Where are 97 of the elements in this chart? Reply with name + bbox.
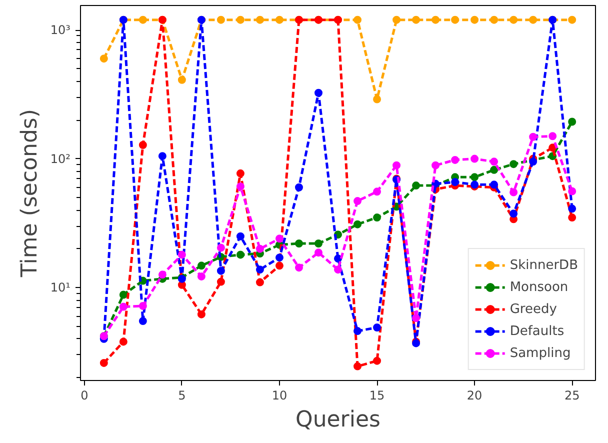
point (510, 16, 518, 24)
point (275, 16, 284, 24)
point (138, 141, 147, 149)
point (568, 118, 576, 126)
point (354, 362, 362, 370)
y-tick-label: 10³ (50, 23, 71, 38)
point (100, 54, 108, 63)
point (373, 214, 382, 222)
point (490, 158, 498, 166)
point (256, 244, 264, 253)
point (178, 250, 186, 259)
point (334, 254, 342, 263)
point (256, 266, 264, 274)
point (568, 204, 576, 213)
point (236, 250, 244, 259)
point (158, 152, 166, 160)
point (197, 272, 206, 280)
point (158, 270, 166, 279)
legend-label: Defaults (510, 324, 564, 338)
point (432, 16, 440, 24)
point (119, 290, 128, 299)
point (216, 244, 225, 252)
point (392, 161, 401, 170)
point (490, 16, 498, 24)
y-tick-label: 10² (50, 152, 71, 166)
point (412, 16, 420, 24)
x-axis-title: Queries (296, 408, 380, 432)
point (178, 76, 186, 84)
point (275, 254, 284, 262)
point (510, 210, 518, 218)
point (412, 314, 420, 322)
point (568, 214, 576, 222)
point (216, 278, 225, 286)
x-tick-label: 15 (369, 388, 385, 402)
point (314, 240, 322, 248)
point (548, 132, 557, 140)
point (138, 317, 147, 326)
point (216, 16, 225, 24)
point (314, 88, 322, 97)
point (275, 234, 284, 243)
x-tick-label: 25 (564, 388, 580, 402)
point (236, 232, 244, 240)
point (490, 166, 498, 174)
point (451, 156, 460, 164)
point (256, 278, 264, 286)
legend-label: Monsoon (510, 280, 568, 294)
point (529, 132, 538, 141)
point (314, 248, 322, 257)
point (568, 187, 576, 196)
point (236, 182, 244, 190)
point (510, 188, 518, 196)
point (294, 183, 303, 192)
y-tick-label: 10¹ (50, 280, 71, 295)
point (294, 264, 303, 272)
point (373, 324, 382, 332)
point (510, 160, 518, 168)
point (216, 266, 225, 275)
point (138, 16, 147, 24)
y-axis-title: Time (seconds) (17, 109, 42, 278)
point (432, 161, 440, 170)
point (373, 356, 382, 365)
point (334, 266, 342, 274)
point (412, 182, 420, 190)
point (490, 180, 498, 189)
point (119, 302, 128, 311)
x-tick-label: 5 (178, 388, 186, 402)
x-tick-label: 10 (272, 388, 288, 402)
point (354, 220, 362, 228)
point (568, 16, 576, 24)
point (236, 16, 244, 24)
point (470, 16, 479, 24)
point (197, 262, 206, 270)
point (294, 240, 303, 248)
point (529, 16, 538, 24)
point (470, 173, 479, 182)
point (451, 178, 460, 186)
point (392, 16, 401, 24)
point (197, 310, 206, 318)
point (100, 358, 108, 367)
legend-label: Greedy (510, 302, 557, 316)
point (354, 197, 362, 206)
point (119, 338, 128, 346)
x-tick-label: 20 (466, 388, 482, 402)
legend-label: Sampling (510, 346, 571, 360)
point (373, 188, 382, 196)
point (138, 302, 147, 310)
point (451, 16, 460, 24)
legend-label: SkinnerDB (510, 258, 578, 272)
point (275, 262, 284, 270)
point (354, 327, 362, 336)
point (354, 16, 362, 24)
point (236, 169, 244, 178)
x-tick-label: 0 (80, 388, 88, 402)
point (548, 144, 557, 152)
point (256, 16, 264, 24)
point (373, 95, 382, 104)
point (470, 154, 479, 163)
